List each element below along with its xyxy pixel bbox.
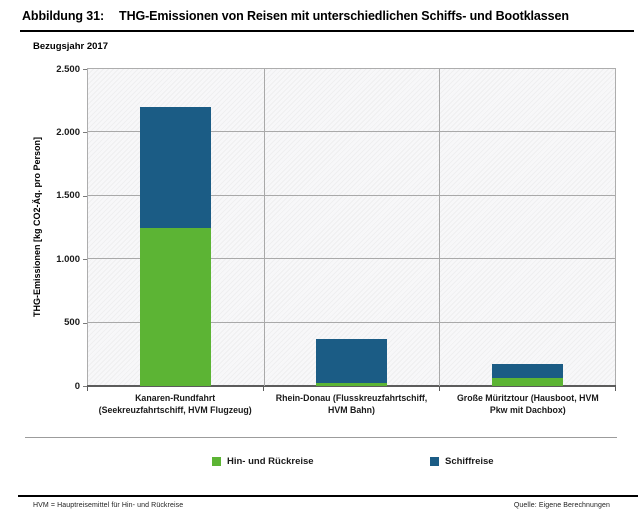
- y-axis-title: THG-Emissionen [kg CO2-Äq. pro Person]: [32, 136, 42, 318]
- category-label: Kanaren-Rundfahrt (Seekreuzfahrtschiff, H…: [98, 393, 252, 416]
- y-tick-mark: [83, 322, 87, 324]
- figure-title: THG-Emissionen von Reisen mit unterschie…: [119, 9, 569, 23]
- category-labels: Kanaren-Rundfahrt (Seekreuzfahrtschiff, H…: [87, 392, 616, 417]
- legend-swatch-green: [212, 457, 221, 466]
- y-tick-label: 2.500: [56, 63, 80, 75]
- y-tick-label: 500: [64, 317, 80, 329]
- y-tick-mark: [83, 195, 87, 197]
- bar-segment: [491, 363, 563, 378]
- gridline-horizontal: [88, 321, 615, 323]
- plot-area: [87, 68, 616, 387]
- footer-rule: [18, 495, 638, 497]
- category-label: Große Müritztour (Hausboot, HVM Pkw mit D…: [456, 393, 599, 416]
- bar-segment: [316, 383, 387, 386]
- legend-label: Hin- und Rückreise: [227, 456, 314, 467]
- chart-subtitle: Bezugsjahr 2017: [33, 41, 108, 52]
- y-tick-label: 1.500: [56, 190, 80, 202]
- y-tick-label: 1.000: [56, 253, 80, 265]
- bar-segment: [316, 339, 387, 384]
- x-axis-line: [87, 385, 616, 387]
- gridline-horizontal: [88, 194, 615, 196]
- gridline-vertical: [439, 69, 441, 386]
- y-tick-mark: [83, 132, 87, 134]
- legend-swatch-blue: [430, 457, 439, 466]
- x-tick-mark: [263, 387, 264, 391]
- title-underline: [20, 30, 634, 32]
- y-tick-mark: [83, 386, 87, 387]
- x-tick-mark: [439, 387, 440, 391]
- gridline-horizontal: [88, 258, 615, 260]
- bar-segment: [140, 227, 212, 386]
- bar-segment: [140, 107, 212, 228]
- legend-label: Schiffreise: [445, 456, 494, 467]
- y-tick-mark: [83, 259, 87, 261]
- source-note: Quelle: Eigene Berechnungen: [513, 502, 610, 509]
- footnote-abbreviation: HVM = Hauptreisemittel für Hin- und Rück…: [33, 502, 184, 509]
- legend-item-hin-und-rueckreise: Hin- und Rückreise: [212, 456, 314, 467]
- category-label: Rhein-Donau (Flusskreuzfahrtschiff, HVM B…: [275, 393, 428, 416]
- bar-segment: [491, 377, 563, 386]
- chart-bottom-separator: [25, 437, 617, 438]
- legend-item-schiffreise: Schiffreise: [430, 456, 494, 467]
- figure-number: Abbildung 31:: [22, 9, 105, 23]
- x-tick-mark: [87, 387, 88, 391]
- y-tick-label: 0: [74, 380, 80, 392]
- y-tick-label: 2.000: [56, 126, 80, 138]
- y-tick-mark: [83, 69, 87, 70]
- gridline-horizontal: [88, 131, 615, 133]
- gridline-vertical: [263, 69, 265, 386]
- x-tick-mark: [615, 387, 616, 391]
- figure-heading: Abbildung 31: THG-Emissionen von Reisen m…: [22, 9, 569, 23]
